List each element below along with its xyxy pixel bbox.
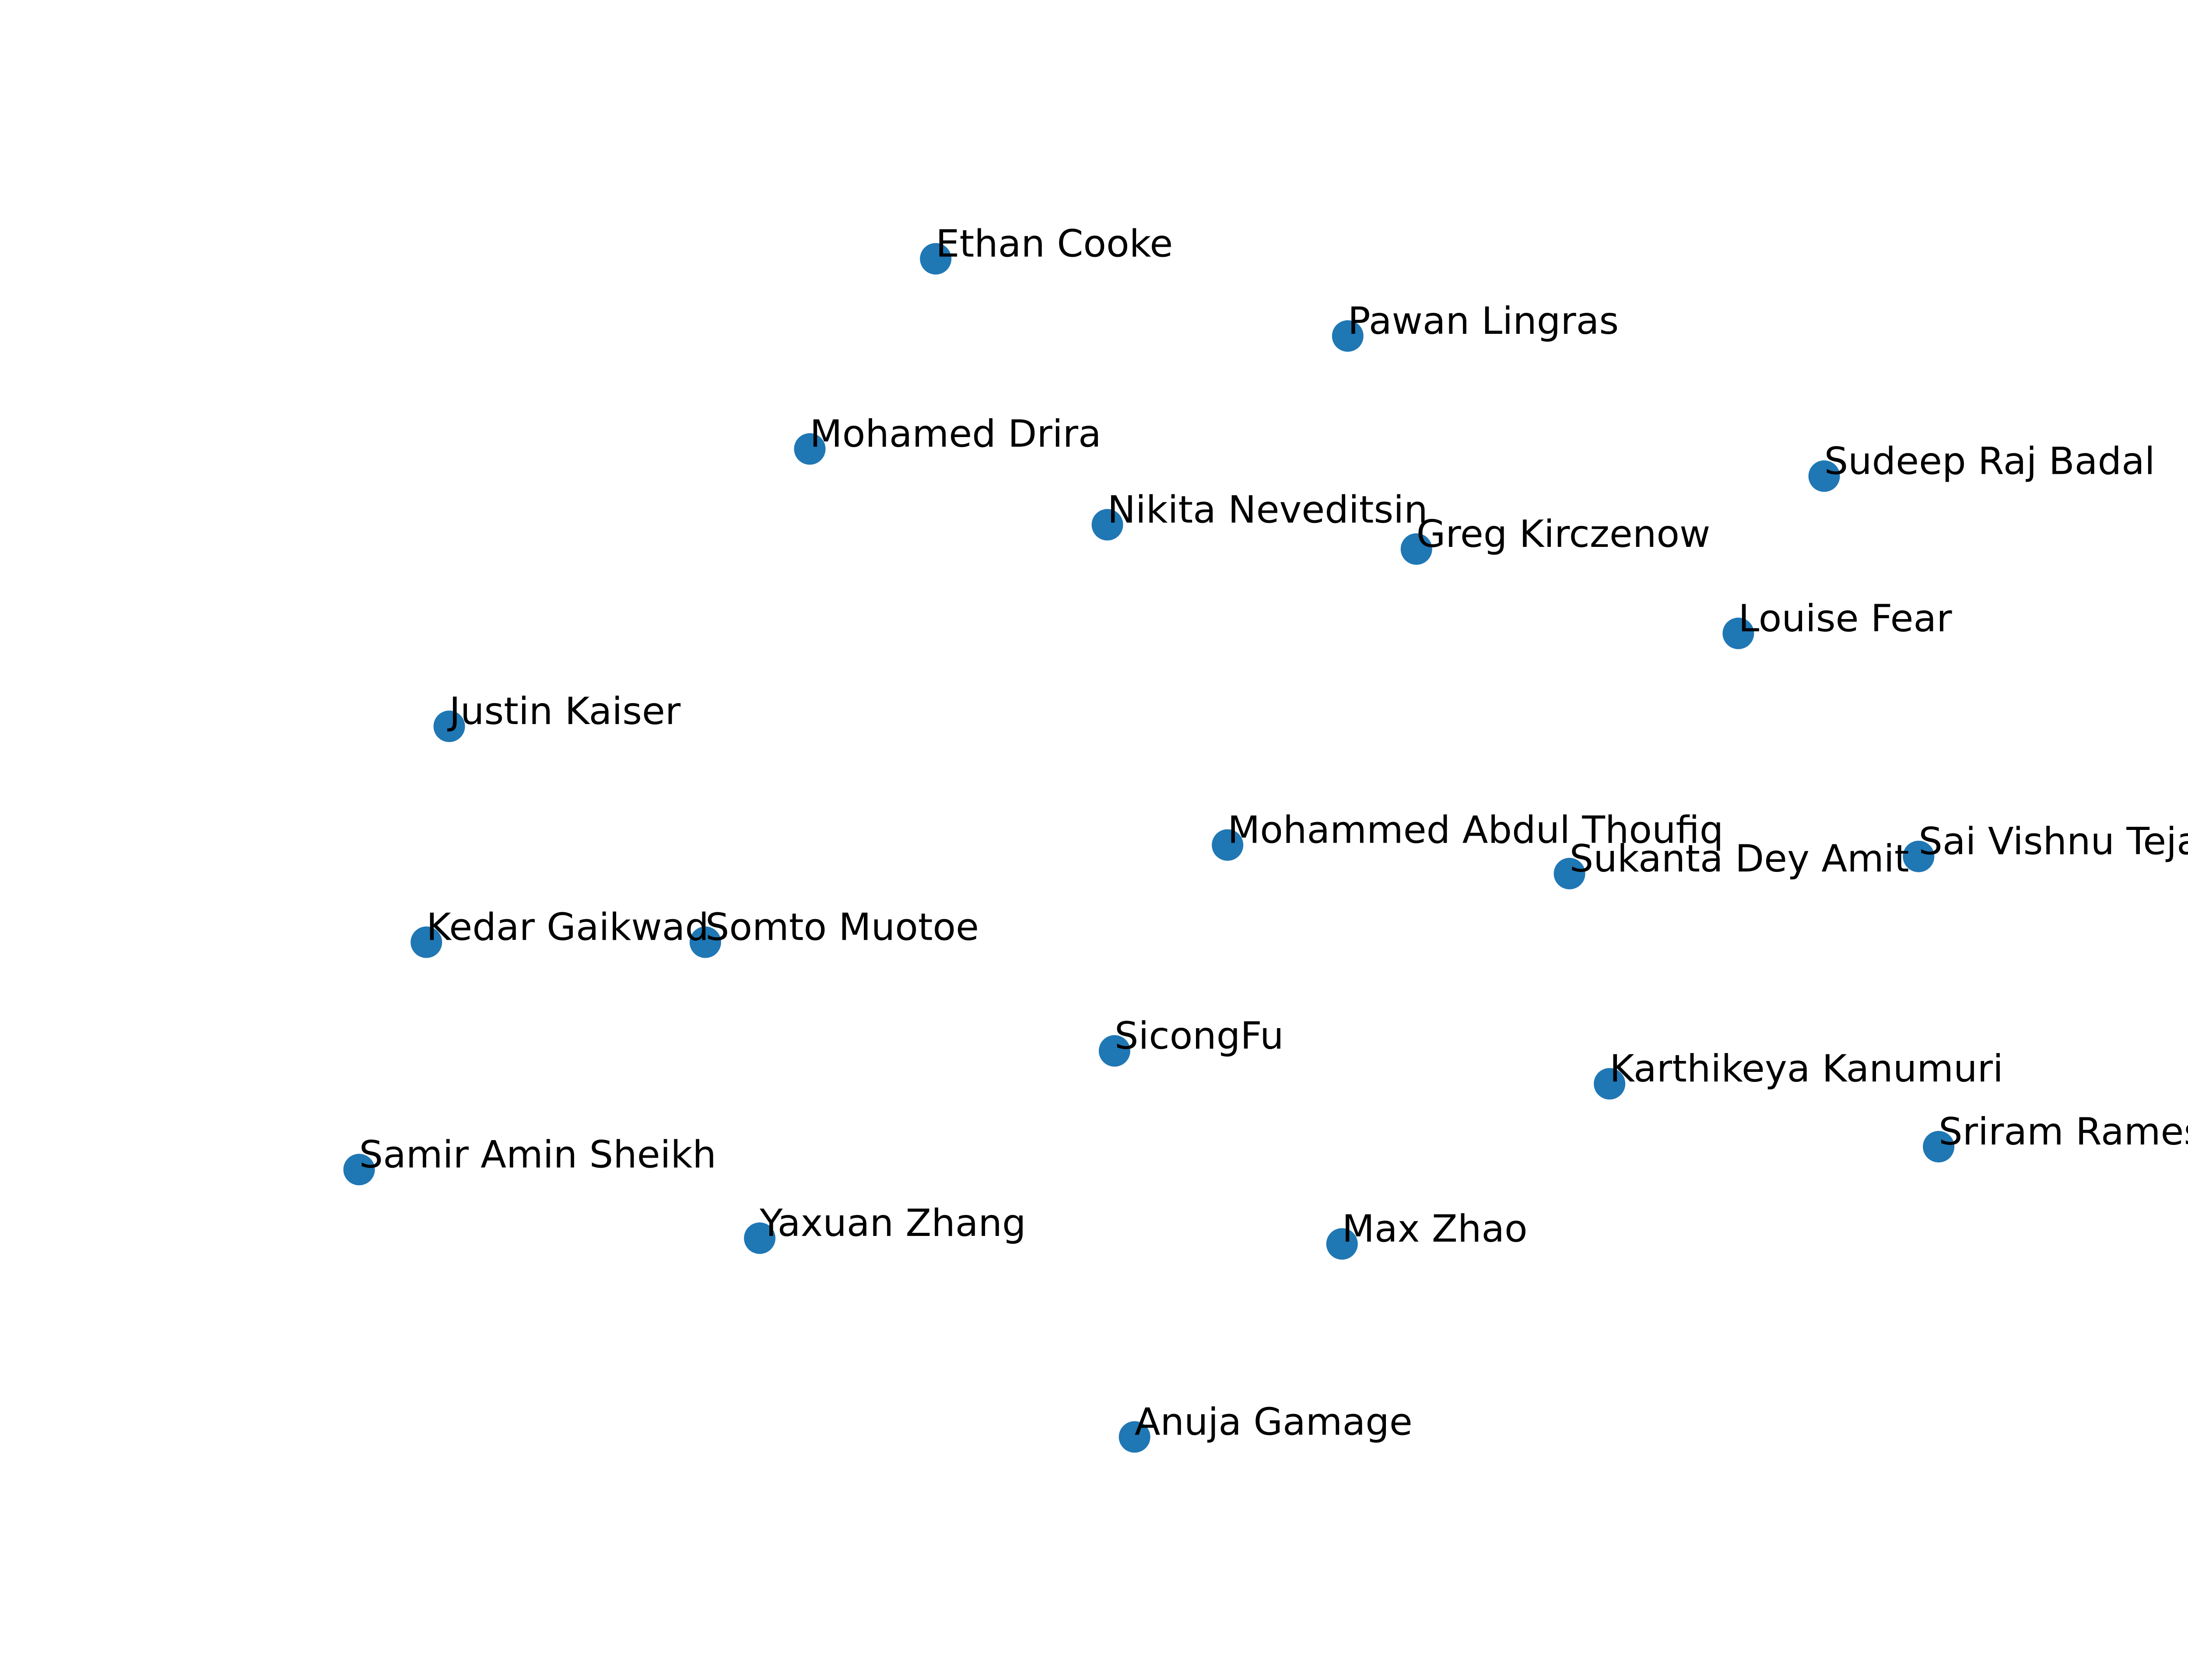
node-label: Max Zhao: [1342, 1207, 1528, 1251]
node-point: [1326, 1228, 1358, 1260]
labels-layer: Ethan Cooke Pawan Lingras Mohamed Drira Sud…: [359, 222, 2188, 1444]
node-label: Sriram Ramesh: [1939, 1110, 2188, 1154]
node-label: Sukanta Dey Amit: [1570, 837, 1909, 881]
node-point: [1119, 1421, 1150, 1453]
node-label: Somto Muotoe: [705, 906, 979, 949]
node-label: Greg Kirczenow: [1417, 512, 1711, 556]
node-point: [1098, 1035, 1130, 1067]
node-label: Anuja Gamage: [1135, 1400, 1413, 1444]
node-label: Pawan Lingras: [1348, 299, 1619, 343]
node-label: Sudeep Raj Badal: [1824, 439, 2155, 483]
node-label: Karthikeya Kanumuri: [1609, 1047, 2003, 1091]
node-label: SicongFu: [1115, 1014, 1284, 1058]
node-label: Nikita Neveditsin: [1108, 488, 1428, 532]
node-point: [1091, 509, 1123, 541]
node-point: [1722, 617, 1754, 649]
node-label: Sai Vishnu Teja R: [1918, 820, 2188, 864]
node-point: [1594, 1068, 1626, 1100]
node-point: [689, 926, 721, 958]
node-point: [1332, 320, 1364, 352]
node-label: Justin Kaiser: [447, 690, 681, 733]
node-point: [343, 1154, 375, 1186]
node-point: [433, 710, 465, 742]
node-point: [1212, 829, 1244, 861]
node-label: Louise Fear: [1738, 597, 1952, 640]
node-point: [1923, 1131, 1955, 1163]
node-label: Mohammed Abdul Thoufiq: [1227, 808, 1723, 852]
node-label: Yaxuan Zhang: [759, 1201, 1026, 1245]
node-point: [1903, 840, 1935, 872]
node-point: [794, 433, 826, 465]
node-point: [1553, 858, 1585, 889]
node-point: [1808, 460, 1840, 492]
node-point: [744, 1222, 776, 1254]
node-label: Samir Amin Sheikh: [359, 1133, 716, 1176]
node-label: Mohamed Drira: [810, 412, 1101, 456]
node-point: [1400, 533, 1432, 565]
node-label: Ethan Cooke: [936, 222, 1173, 266]
node-point: [920, 243, 952, 275]
node-point: [410, 926, 442, 958]
points-layer: [343, 243, 1955, 1453]
node-label: Kedar Gaikwad: [426, 906, 709, 949]
